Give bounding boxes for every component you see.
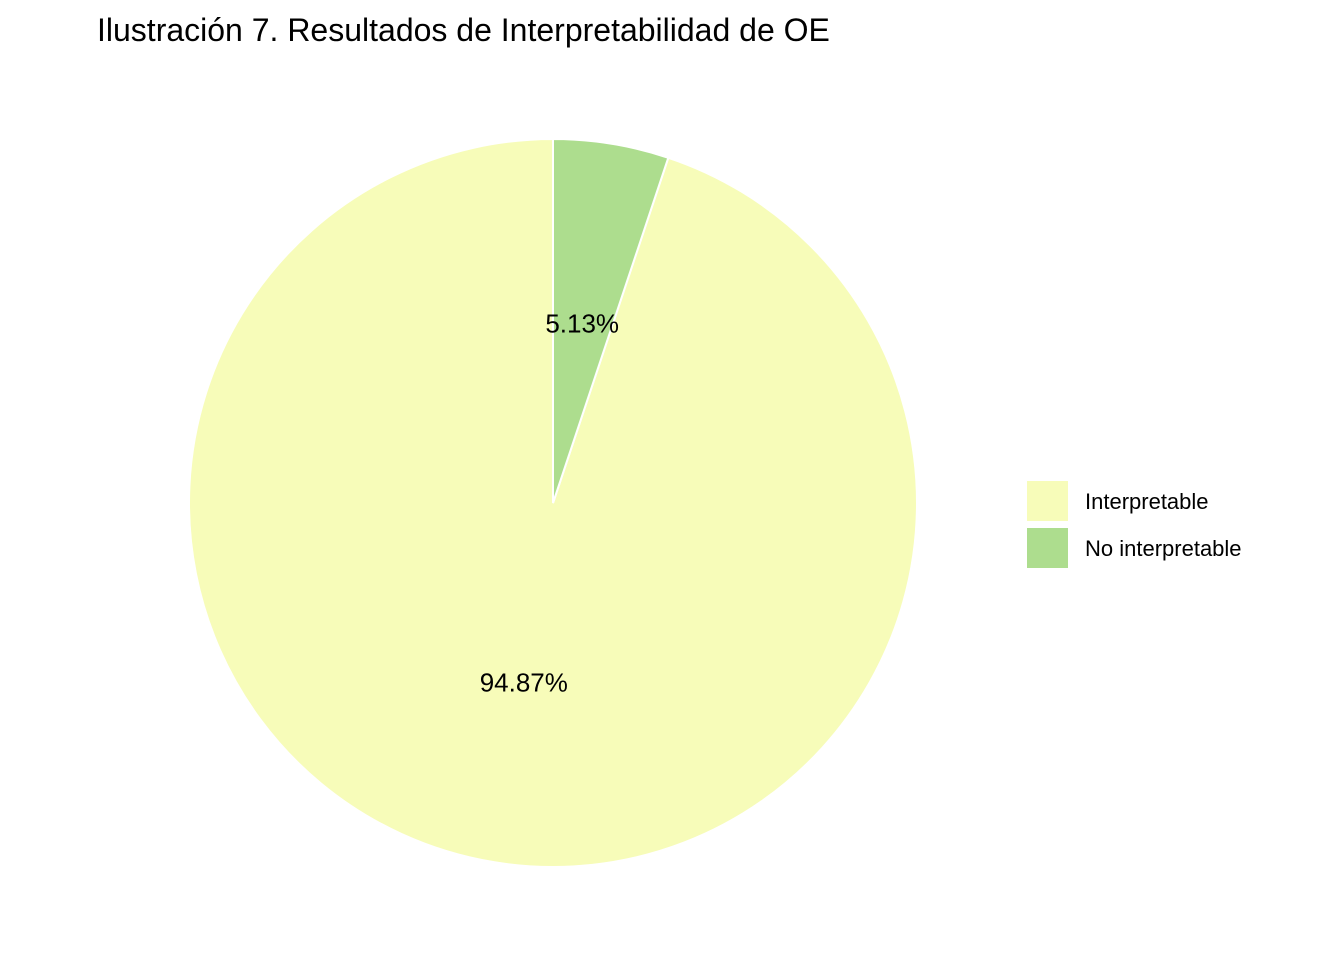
legend-key-no-interpretable [1027,528,1068,568]
slice-value-label: 5.13% [545,308,619,338]
pie-slice-no-interpretable [552,137,670,504]
legend: Interpretable No interpretable [1027,481,1242,568]
legend-label: No interpretable [1085,536,1242,561]
pie-slice-labels: 94.87% 5.13% [480,308,619,697]
chart-title: Ilustración 7. Resultados de Interpretab… [97,12,830,48]
slice-value-label: 94.87% [480,668,568,698]
legend-key-interpretable [1027,481,1068,521]
legend-label: Interpretable [1085,489,1209,514]
pie-slices [188,137,918,868]
